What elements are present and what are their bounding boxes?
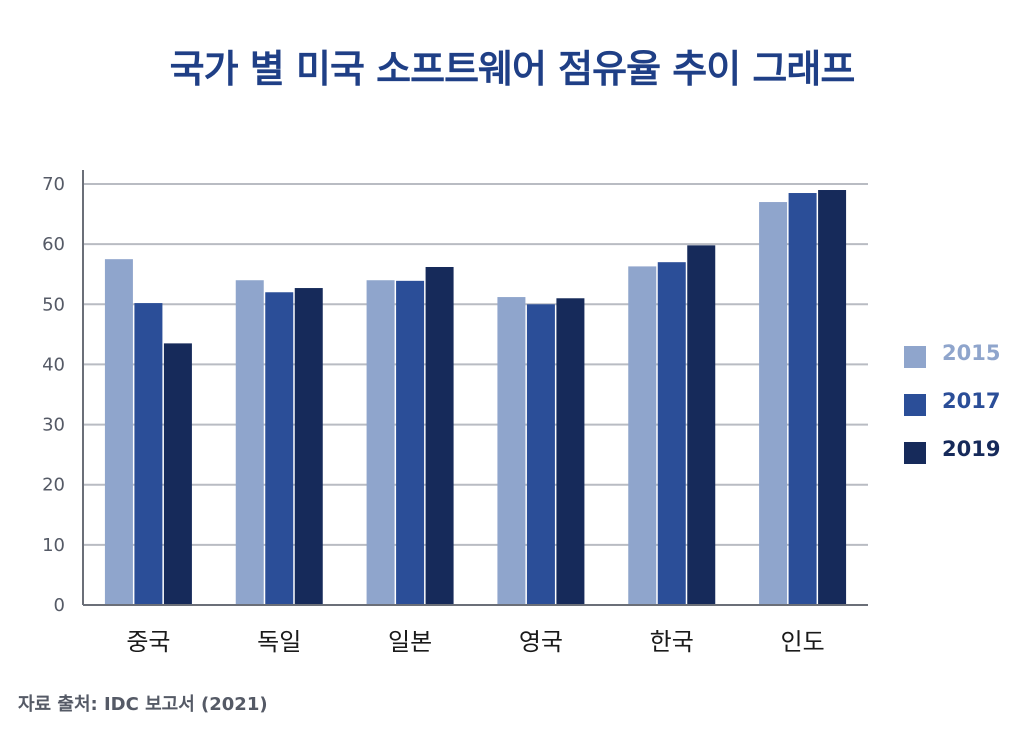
y-tick-label: 70 bbox=[42, 174, 65, 195]
x-tick-label: 중국 bbox=[126, 628, 170, 656]
legend: 2015 2017 2019 bbox=[904, 338, 1014, 482]
source-note: 자료 출처: IDC 보고서 (2021) bbox=[18, 694, 268, 715]
chart-title: 국가 별 미국 소프트웨어 점유율 추이 그래프 bbox=[169, 47, 856, 91]
y-tick-label: 20 bbox=[42, 475, 65, 496]
legend-item-2015[interactable]: 2015 bbox=[904, 338, 1014, 386]
legend-item-2017[interactable]: 2017 bbox=[904, 386, 1014, 434]
bar-2015-5[interactable] bbox=[759, 202, 788, 606]
axes: 0 10 20 30 40 50 60 70 중국 독일 일본 영국 한국 인도 bbox=[42, 170, 868, 656]
x-tick-label: 한국 bbox=[650, 628, 694, 656]
x-tick-label: 일본 bbox=[388, 628, 432, 656]
bar-2017-4[interactable] bbox=[657, 262, 686, 605]
legend-swatch-2019 bbox=[904, 442, 926, 464]
x-tick-label: 인도 bbox=[780, 628, 824, 656]
gridlines bbox=[83, 183, 868, 546]
bar-2015-1[interactable] bbox=[235, 280, 264, 605]
bar-2017-5[interactable] bbox=[788, 193, 817, 605]
bar-2015-0[interactable] bbox=[104, 259, 133, 605]
bar-2017-1[interactable] bbox=[265, 292, 294, 605]
bar-2019-3[interactable] bbox=[556, 298, 585, 605]
bar-2015-3[interactable] bbox=[497, 297, 526, 605]
y-tick-label: 0 bbox=[54, 595, 65, 616]
bar-2019-4[interactable] bbox=[687, 245, 716, 606]
legend-swatch-2017 bbox=[904, 394, 926, 416]
bar-2019-0[interactable] bbox=[163, 343, 192, 605]
y-tick-label: 50 bbox=[42, 294, 65, 315]
x-tick-label: 영국 bbox=[519, 628, 563, 656]
y-tick-label: 60 bbox=[42, 234, 65, 255]
bar-2019-2[interactable] bbox=[425, 266, 454, 605]
y-tick-label: 30 bbox=[42, 415, 65, 436]
bar-2017-0[interactable] bbox=[134, 303, 163, 605]
legend-item-2019[interactable]: 2019 bbox=[904, 434, 1014, 482]
bar-2017-2[interactable] bbox=[396, 280, 425, 605]
bar-2015-2[interactable] bbox=[366, 280, 395, 605]
legend-label-2019: 2019 bbox=[942, 437, 1001, 461]
y-tick-label: 10 bbox=[42, 535, 65, 556]
legend-label-2017: 2017 bbox=[942, 389, 1001, 413]
bar-2015-4[interactable] bbox=[628, 266, 657, 605]
legend-label-2015: 2015 bbox=[942, 341, 1001, 365]
bar-2017-3[interactable] bbox=[526, 304, 555, 605]
x-tick-label: 독일 bbox=[257, 628, 301, 656]
bar-2019-5[interactable] bbox=[818, 190, 847, 605]
bar-2019-1[interactable] bbox=[294, 288, 323, 605]
y-tick-label: 40 bbox=[42, 354, 65, 375]
bars bbox=[104, 190, 847, 606]
legend-swatch-2015 bbox=[904, 346, 926, 368]
